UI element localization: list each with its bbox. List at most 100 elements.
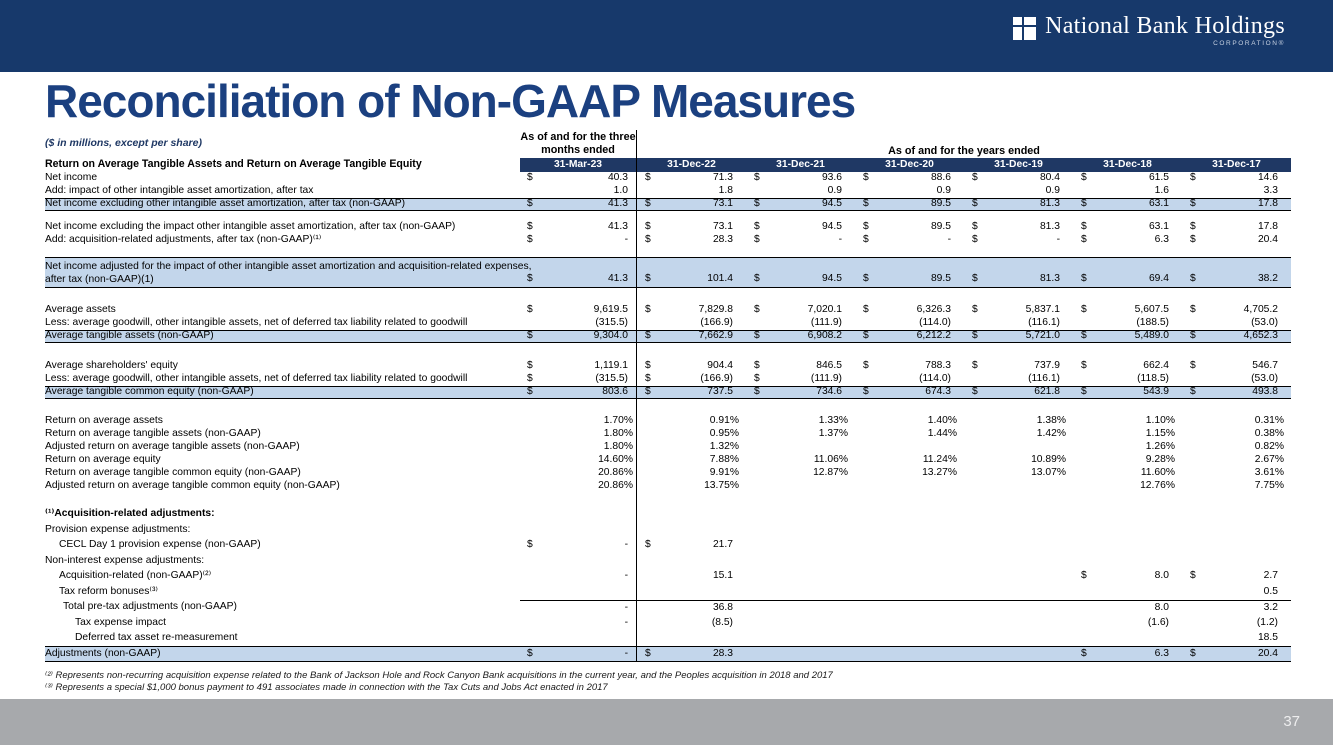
table-cell: $543.9 <box>1081 386 1169 398</box>
table-cell <box>520 492 637 507</box>
table-cell <box>637 631 746 647</box>
table-cell <box>964 647 1073 661</box>
table-cell: 1.10% <box>1145 415 1175 427</box>
year-cells: $7,829.8 $7,020.1 $6,326.3 $5,837.1 $5,607.5… <box>637 304 1291 317</box>
table-cell: $20.4 <box>1190 647 1278 659</box>
table-cell: 0.9 <box>827 185 842 197</box>
row-label: Provision expense adjustments: <box>45 523 191 535</box>
row-label: Net income <box>45 172 98 184</box>
table-cell: 9.91% <box>709 467 739 479</box>
table-cell: $28.3 <box>645 234 733 246</box>
table-cell: $94.5 <box>754 273 842 285</box>
row-label: Adjusted return on average tangible asse… <box>45 441 300 453</box>
table-cell: $5,489.0 <box>1081 330 1169 342</box>
date-column-header: 31-Dec-21 <box>746 157 855 172</box>
table-cell: $6,908.2 <box>754 330 842 342</box>
table-cell: $41.3 <box>520 220 637 234</box>
table-cell <box>855 441 964 454</box>
table-cell: $41.3 <box>520 257 637 287</box>
logo-corporation: CORPORATION® <box>1213 40 1285 48</box>
table-cell: 7.75% <box>1254 480 1284 492</box>
table-row: Total pre-tax adjustments (non-GAAP) -36.… <box>45 599 1291 616</box>
table-cell: $94.5 <box>754 198 842 210</box>
table-row: Net income excluding other intangible as… <box>45 197 1291 211</box>
table-row: Net income adjusted for the impact of ot… <box>45 256 1291 288</box>
table-cell: 0.5 <box>1263 585 1278 597</box>
table-cell: $93.6 <box>754 172 842 184</box>
row-label: Adjustments (non-GAAP) <box>45 647 161 659</box>
table-body: Net income $40.3 $71.3 $93.6 $88.6 $80.4 $61.5… <box>45 171 1291 662</box>
row-label: Non-interest expense adjustments: <box>45 554 205 566</box>
table-cell: $9,619.5 <box>520 303 637 317</box>
table-row: Adjustments (non-GAAP) $ - $28.3 $6.3 $20.4 <box>45 646 1291 662</box>
table-cell <box>520 398 637 415</box>
row-label: Return on average tangible assets (non-G… <box>45 428 261 440</box>
logo-text: National Bank Holdings CORPORATION® <box>1045 13 1285 47</box>
table-cell <box>1073 631 1182 647</box>
table-cell: 7.88% <box>709 454 739 466</box>
table-cell: 1.38% <box>1036 415 1066 427</box>
row-label: Tax expense impact <box>75 616 167 628</box>
year-cells: $28.3 $ - $ - $ - $6.3 $20.4 <box>637 234 1291 247</box>
table-cell <box>637 584 746 600</box>
table-cell: $7,020.1 <box>754 304 842 316</box>
table-header-dates: Return on Average Tangible Assets and Re… <box>45 157 1291 172</box>
row-label: Add: impact of other intangible asset am… <box>45 185 314 197</box>
table-cell <box>520 342 637 360</box>
table-cell: $5,607.5 <box>1081 304 1169 316</box>
table-cell <box>855 480 964 493</box>
table-cell: $1,119.1 <box>520 359 637 373</box>
table-cell: $788.3 <box>863 360 951 372</box>
table-cell <box>520 522 637 538</box>
table-row: Return on average tangible common equity… <box>45 466 1291 480</box>
year-cells: 0.5 <box>637 584 1291 600</box>
table-cell <box>855 569 964 585</box>
table-cell: $40.3 <box>520 171 637 185</box>
table-cell: $ (111.9) <box>754 373 842 385</box>
table-cell: 12.87% <box>813 467 848 479</box>
table-cell: $546.7 <box>1190 360 1278 372</box>
table-cell: 15.1 <box>712 570 733 582</box>
table-cell: $17.8 <box>1190 221 1278 233</box>
table-cell: 1.44% <box>927 428 957 440</box>
table-cell <box>855 647 964 661</box>
year-cells <box>637 247 1291 257</box>
table-cell: 1.33% <box>818 415 848 427</box>
table-cell: 8.0 <box>1154 601 1169 613</box>
table-cell: $ - <box>520 233 637 247</box>
row-label: Less: average goodwill, other intangible… <box>45 373 468 385</box>
col-group-years-label: As of and for the years ended <box>888 144 1040 157</box>
window-pane-icon <box>1013 17 1037 41</box>
table-row: Adjusted return on average tangible asse… <box>45 440 1291 454</box>
table-cell <box>855 615 964 631</box>
table-cell: 11.06% <box>813 454 848 466</box>
table-cell: $71.3 <box>645 172 733 184</box>
table-row: Provision expense adjustments: <box>45 522 1291 538</box>
table-cell <box>964 584 1073 600</box>
table-cell: $846.5 <box>754 360 842 372</box>
date-column-header: 31-Dec-19 <box>964 157 1073 172</box>
row-label: Adjusted return on average tangible comm… <box>45 480 340 492</box>
year-cells: (8.5) (1.6) (1.2) <box>637 615 1291 631</box>
row-label: Net income adjusted for the impact of ot… <box>45 260 532 285</box>
row-label: Acquisition-related (non-GAAP)⁽²⁾ <box>59 570 212 582</box>
table-cell: (114.0) <box>919 317 951 329</box>
table-cell: 2.67% <box>1254 454 1284 466</box>
year-cells: $73.1 $94.5 $89.5 $81.3 $63.1 $17.8 <box>637 221 1291 234</box>
spacer-row <box>45 492 1291 507</box>
table-cell: 3.3 <box>1263 185 1278 197</box>
table-cell <box>855 584 964 600</box>
table-cell <box>964 569 1073 585</box>
table-cell <box>746 584 855 600</box>
row-label: Return on average tangible common equity… <box>45 467 301 479</box>
table-row: Less: average goodwill, other intangible… <box>45 372 1291 386</box>
table-cell: 0.31% <box>1254 415 1284 427</box>
table-cell <box>520 630 637 647</box>
table-cell: $81.3 <box>972 198 1060 210</box>
table-cell <box>855 538 964 554</box>
table-cell: 1.6 <box>1154 185 1169 197</box>
table-cell: $28.3 <box>645 647 733 659</box>
table-cell: $61.5 <box>1081 172 1169 184</box>
table-cell: - <box>520 615 637 631</box>
table-row: Net income excluding the impact other in… <box>45 220 1291 234</box>
